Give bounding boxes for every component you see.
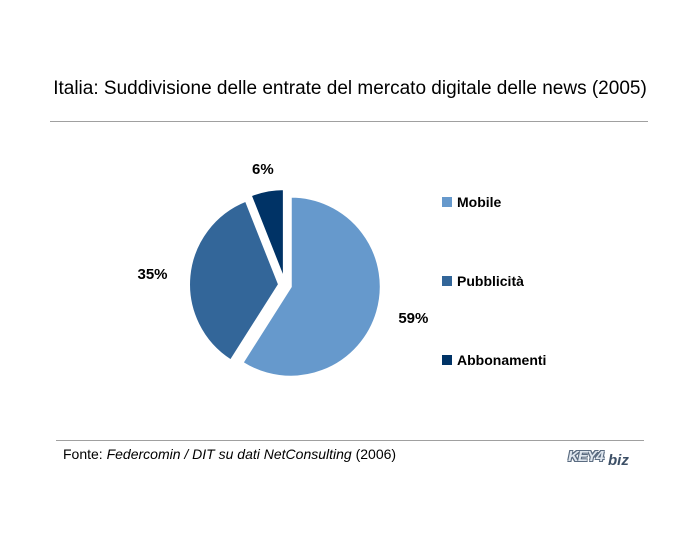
legend-swatch-mobile [442, 197, 452, 207]
pie-label-mobile: 59% [398, 310, 428, 327]
legend-item-abbonamenti: Abbonamenti [442, 352, 546, 368]
pie-label-abbonamenti: 6% [252, 161, 274, 178]
legend-label-pubblicita: Pubblicità [457, 273, 524, 289]
key4biz-logo: KEY4 biz [564, 446, 642, 470]
source-suffix: (2006) [351, 446, 397, 462]
legend-swatch-abbonamenti [442, 355, 452, 365]
legend-swatch-pubblicita [442, 276, 452, 286]
pie-slice-abbonamenti [249, 188, 285, 280]
source-prefix: Fonte: [63, 446, 107, 462]
legend-label-mobile: Mobile [457, 194, 502, 210]
legend-item-mobile: Mobile [442, 194, 501, 210]
pie-slice-pubblicit [188, 199, 281, 362]
pie-label-pubblicit: 35% [137, 266, 167, 283]
logo-key4: KEY4 [568, 448, 604, 465]
footer-divider [56, 440, 644, 441]
legend-label-abbonamenti: Abbonamenti [457, 352, 547, 368]
legend-item-pubblicita: Pubblicità [442, 273, 524, 289]
pie-slice-mobile [241, 195, 382, 378]
logo-biz: biz [608, 452, 629, 469]
source-note: Fonte: Federcomin / DIT su dati NetConsu… [63, 446, 396, 462]
source-italic: Federcomin / DIT su dati NetConsulting [106, 446, 352, 462]
title-divider [50, 121, 648, 122]
chart-title: Italia: Suddivisione delle entrate del m… [53, 78, 647, 99]
